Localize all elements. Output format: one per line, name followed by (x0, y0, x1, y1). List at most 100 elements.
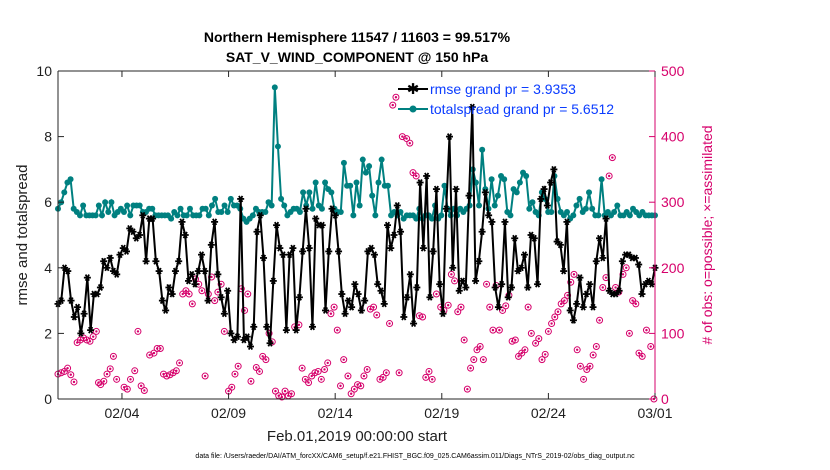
obs-assimilated-point (88, 340, 92, 343)
obs-possible-point (642, 326, 650, 334)
rmse-point-stroke (277, 244, 283, 252)
rmse-point-stroke (570, 316, 576, 324)
obs-possible-point (419, 313, 427, 321)
obs-assimilated-point (401, 135, 404, 138)
obs-assimilated-point (274, 389, 277, 393)
rmse-point (286, 251, 294, 259)
y-left-tick-label: 0 (44, 391, 52, 407)
totalspread-point (582, 205, 589, 212)
obs-possible-point (398, 133, 406, 141)
obs-possible-point (333, 326, 341, 334)
obs-possible-point (432, 290, 440, 298)
obs-assimilated-point (304, 378, 307, 381)
y-axis-right-label: # of obs: o=possible; ×=assimilated (699, 125, 715, 344)
obs-possible-point (554, 308, 562, 316)
rmse-point-stroke (264, 323, 270, 331)
rmse-point-stroke (557, 241, 563, 249)
totalspread-point (507, 212, 514, 219)
rmse-point (406, 270, 414, 278)
rmse-point (139, 211, 147, 219)
rmse-point-stroke (521, 251, 528, 259)
rmse-point-stroke (287, 251, 293, 259)
obs-assimilated-point (223, 330, 226, 333)
obs-possible-point (573, 346, 581, 354)
rmse-point-stroke (97, 283, 103, 291)
rmse-point (80, 310, 88, 318)
rmse-point-stroke (254, 228, 260, 236)
obs-assimilated-point (359, 384, 362, 388)
rmse-point (178, 218, 186, 226)
rmse-point (220, 310, 228, 318)
totalspread-point (359, 156, 366, 163)
totalspread-point (356, 202, 363, 209)
obs-possible-point (163, 372, 171, 380)
rmse-point (445, 133, 453, 141)
obs-possible-point (131, 367, 139, 375)
obs-possible-point (373, 311, 381, 319)
rmse-point-stroke (189, 270, 195, 278)
rmse-point (566, 306, 574, 314)
rmse-series (54, 103, 659, 351)
obs-assimilated-point (530, 332, 533, 335)
obs-assimilated-point (582, 378, 585, 381)
obs-assimilated-point (388, 322, 391, 325)
obs-assimilated-point (469, 366, 472, 370)
rmse-point (243, 333, 251, 341)
rmse-point (635, 261, 643, 269)
totalspread-point (186, 205, 193, 212)
obs-assimilated-point (236, 365, 240, 368)
rmse-point (596, 234, 604, 242)
totalspread-point (312, 179, 319, 186)
obs-possible-point (109, 352, 117, 360)
footer-data-file: data file: /Users/raeder/DAI/ATM_forcXX/… (195, 453, 635, 460)
rmse-point-stroke (580, 303, 586, 311)
rmse-point-stroke (417, 179, 423, 187)
obs-assimilated-point (184, 289, 188, 292)
obs-assimilated-point (362, 374, 366, 378)
obs-assimilated-point (566, 294, 569, 297)
totalspread-point (438, 212, 445, 219)
rmse-point-stroke (75, 303, 81, 311)
rmse-point (266, 339, 274, 347)
obs-possible-point (317, 375, 325, 383)
obs-possible-point (495, 326, 503, 334)
rmse-point-stroke (554, 238, 560, 246)
totalspread-point (322, 179, 329, 186)
chart-title-line2: SAT_V_WIND_COMPONENT @ 150 hPa (226, 49, 489, 65)
obs-possible-point (220, 327, 228, 335)
obs-possible-point (241, 306, 249, 314)
obs-assimilated-point (99, 383, 102, 386)
rmse-point-stroke (440, 310, 446, 318)
rmse-point-stroke (466, 192, 472, 200)
totalspread-point (98, 212, 105, 219)
obs-possible-point (415, 312, 423, 320)
rmse-point (521, 251, 529, 259)
obs-assimilated-point (540, 358, 544, 361)
rmse-point-stroke (127, 224, 133, 232)
totalspread-point (67, 176, 74, 183)
obs-assimilated-point (435, 292, 438, 296)
rmse-point (93, 290, 101, 298)
rmse-line (57, 107, 656, 347)
obs-assimilated-point (575, 348, 579, 351)
rmse-point (631, 254, 639, 262)
obs-assimilated-point (159, 347, 162, 350)
obs-assimilated-point (478, 345, 482, 348)
rmse-point-stroke (424, 172, 430, 180)
obs-possible-point (524, 303, 532, 311)
rmse-point-stroke (482, 188, 488, 196)
obs-assimilated-point (307, 381, 310, 384)
rmse-point (377, 287, 385, 295)
y-right-tick-label: 400 (661, 129, 685, 145)
obs-assimilated-point (649, 345, 652, 348)
obs-assimilated-point (601, 286, 604, 289)
totalspread-point (353, 179, 360, 186)
rmse-point (383, 221, 391, 229)
rmse-point-stroke (388, 244, 394, 252)
totalspread-point (102, 199, 109, 206)
obs-possible-point (638, 352, 646, 360)
obs-assimilated-point (349, 392, 353, 395)
totalspread-point (249, 212, 256, 219)
obs-possible-point (217, 280, 225, 288)
rmse-point-stroke (309, 323, 315, 331)
